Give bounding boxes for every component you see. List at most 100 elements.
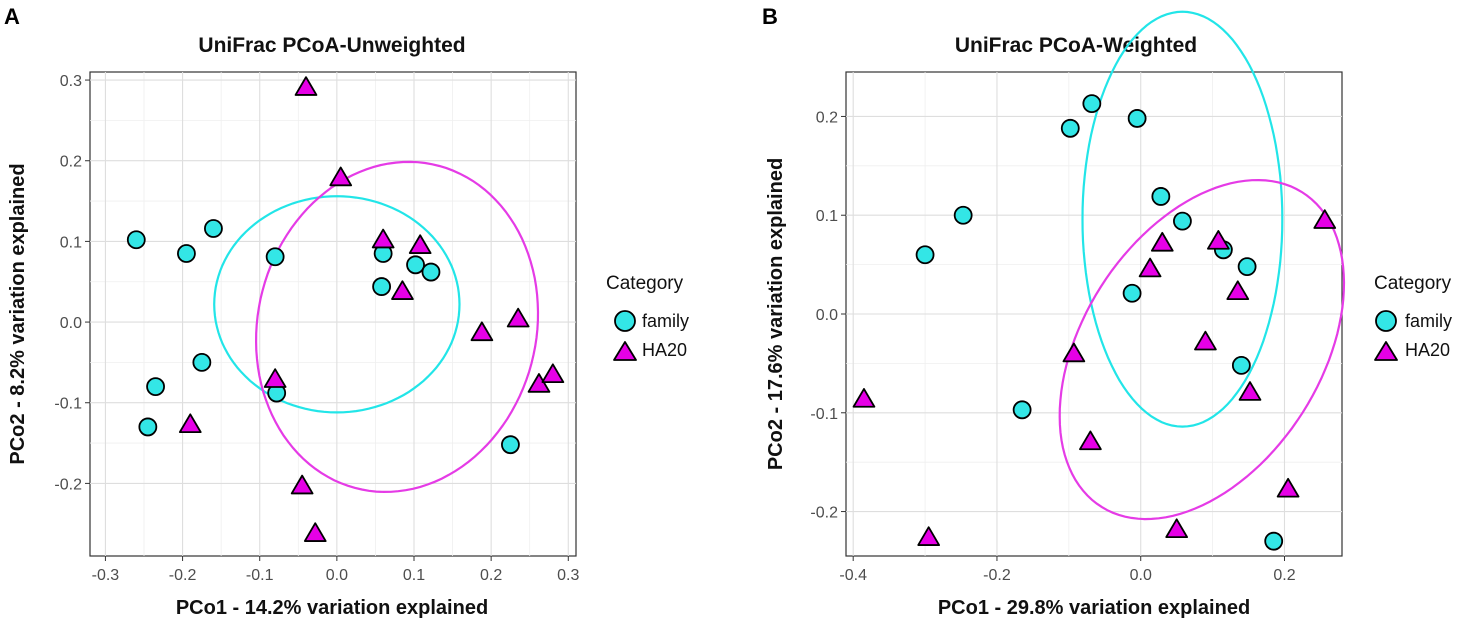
point-family-b [915, 245, 935, 265]
point-family-a [126, 230, 146, 250]
x-tick-label: 0.3 [557, 567, 579, 584]
point-family-b [1127, 109, 1147, 128]
legend-key-family-b [1375, 310, 1397, 332]
legend-label-family-a: family [642, 311, 689, 331]
panel-label-a: A [4, 4, 20, 29]
ellipse-family-b [1081, 10, 1284, 428]
point-ha20-a [290, 474, 314, 495]
point-ha20-a [506, 307, 530, 328]
panel-label-b: B [762, 4, 778, 29]
point-family-a [372, 277, 392, 296]
point-ha20-b [1138, 257, 1162, 278]
y-tick-label: -0.2 [54, 476, 82, 493]
legend-key-family-a [614, 310, 636, 332]
panel-a-unweighted: A UniFrac PCoA-Unweighted -0.3 -0.2 -0.1 0.… [4, 4, 689, 619]
point-family-a [138, 417, 158, 437]
points-a [126, 76, 565, 542]
point-family-a [421, 262, 441, 282]
point-family-a [177, 244, 196, 263]
point-ha20-b [1313, 209, 1337, 229]
point-family-a [192, 352, 212, 372]
x-tick-label: -0.4 [839, 567, 867, 584]
chart-title-a: UniFrac PCoA-Unweighted [198, 34, 465, 57]
point-family-a [146, 377, 165, 397]
x-axis-title-a: PCo1 - 14.2% variation explained [176, 597, 488, 619]
point-family-b [1060, 118, 1080, 138]
point-family-b [1264, 531, 1284, 551]
y-tick-label: -0.1 [810, 406, 838, 423]
x-tick-label: 0.1 [403, 567, 425, 584]
point-ha20-a [470, 321, 494, 342]
point-family-b [1082, 94, 1102, 114]
point-ha20-b [1238, 381, 1262, 401]
ticks-b: -0.4 -0.2 0.0 0.2 -0.2 -0.1 0.0 0.1 0.2 [810, 109, 1295, 584]
legend-a: Category family HA20 [606, 273, 689, 361]
x-tick-label: -0.2 [169, 567, 197, 584]
ellipse-ha20-b [1058, 178, 1346, 521]
y-axis-title-a: PCo2 - 8.2% variation explained [7, 163, 29, 464]
point-ha20-a [391, 280, 414, 300]
ellipses-a [213, 160, 540, 494]
point-ha20-a [371, 228, 395, 249]
point-ha20-a [178, 413, 202, 434]
point-ha20-b [1276, 477, 1300, 498]
point-ha20-b [1226, 280, 1250, 300]
x-tick-label: -0.2 [983, 567, 1011, 584]
point-ha20-a [541, 363, 565, 384]
legend-title-b: Category [1374, 273, 1452, 294]
x-tick-label: -0.1 [246, 567, 274, 584]
point-family-a [501, 435, 520, 455]
point-ha20-b [917, 526, 941, 546]
point-family-b [1012, 400, 1032, 420]
legend-title-a: Category [606, 273, 684, 294]
y-tick-label: -0.1 [54, 396, 82, 413]
legend-label-family-b: family [1405, 311, 1452, 331]
panel-b-weighted: B UniFrac PCoA-Weighted -0.4 -0.2 0.0 0.2 -0… [762, 4, 1452, 619]
point-family-b [1231, 355, 1251, 375]
ellipses-b [1058, 10, 1346, 521]
point-ha20-a [408, 234, 432, 254]
y-tick-label: 0.3 [60, 73, 82, 90]
legend-b: Category family HA20 [1374, 273, 1452, 361]
point-ha20-a [329, 166, 353, 187]
y-tick-label: 0.1 [816, 208, 838, 225]
legend-label-ha20-b: HA20 [1405, 340, 1450, 360]
point-ha20-a [294, 76, 318, 96]
chart-title-b: UniFrac PCoA-Weighted [955, 34, 1197, 57]
y-tick-label: 0.0 [60, 315, 82, 332]
point-ha20-b [852, 388, 876, 408]
y-tick-label: 0.2 [816, 109, 838, 126]
y-tick-label: 0.0 [816, 307, 838, 324]
point-family-a [265, 247, 285, 267]
point-ha20-a [263, 368, 287, 388]
point-ha20-b [1207, 229, 1230, 250]
ellipse-family-a [213, 195, 461, 414]
point-family-b [1173, 211, 1192, 231]
point-family-b [1122, 283, 1142, 303]
legend-label-ha20-a: HA20 [642, 340, 687, 360]
point-family-a [406, 255, 425, 275]
x-axis-title-b: PCo1 - 29.8% variation explained [938, 597, 1250, 619]
point-ha20-b [1165, 518, 1189, 539]
x-tick-label: 0.2 [1273, 567, 1295, 584]
x-tick-label: 0.0 [326, 567, 348, 584]
ellipse-ha20-a [254, 160, 540, 494]
point-ha20-a [303, 522, 327, 542]
y-tick-label: 0.1 [60, 234, 82, 251]
point-family-b [1151, 187, 1171, 206]
x-tick-label: 0.2 [480, 567, 502, 584]
point-family-b [1237, 257, 1257, 276]
points-b [852, 94, 1337, 551]
point-family-b [953, 205, 973, 225]
legend-key-ha20-a [613, 341, 637, 361]
x-tick-label: -0.3 [92, 567, 120, 584]
point-ha20-b [1194, 330, 1217, 351]
legend-key-ha20-b [1374, 341, 1398, 361]
point-ha20-b [1062, 342, 1086, 363]
plot-panel-a [89, 71, 577, 557]
point-ha20-b [1079, 430, 1102, 451]
x-tick-label: 0.0 [1130, 567, 1152, 584]
y-axis-title-b: PCo2 - 17.6% variation explained [765, 158, 787, 470]
point-family-a [204, 219, 223, 238]
